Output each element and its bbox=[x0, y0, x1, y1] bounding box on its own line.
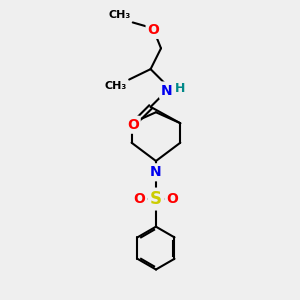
Text: CH₃: CH₃ bbox=[108, 10, 130, 20]
Text: S: S bbox=[150, 190, 162, 208]
Text: CH₃: CH₃ bbox=[105, 81, 127, 91]
Text: O: O bbox=[167, 192, 178, 206]
Text: N: N bbox=[150, 165, 162, 179]
Text: O: O bbox=[148, 23, 160, 37]
Text: O: O bbox=[127, 118, 139, 132]
Text: N: N bbox=[161, 83, 173, 98]
Text: O: O bbox=[134, 192, 146, 206]
Text: H: H bbox=[175, 82, 186, 94]
